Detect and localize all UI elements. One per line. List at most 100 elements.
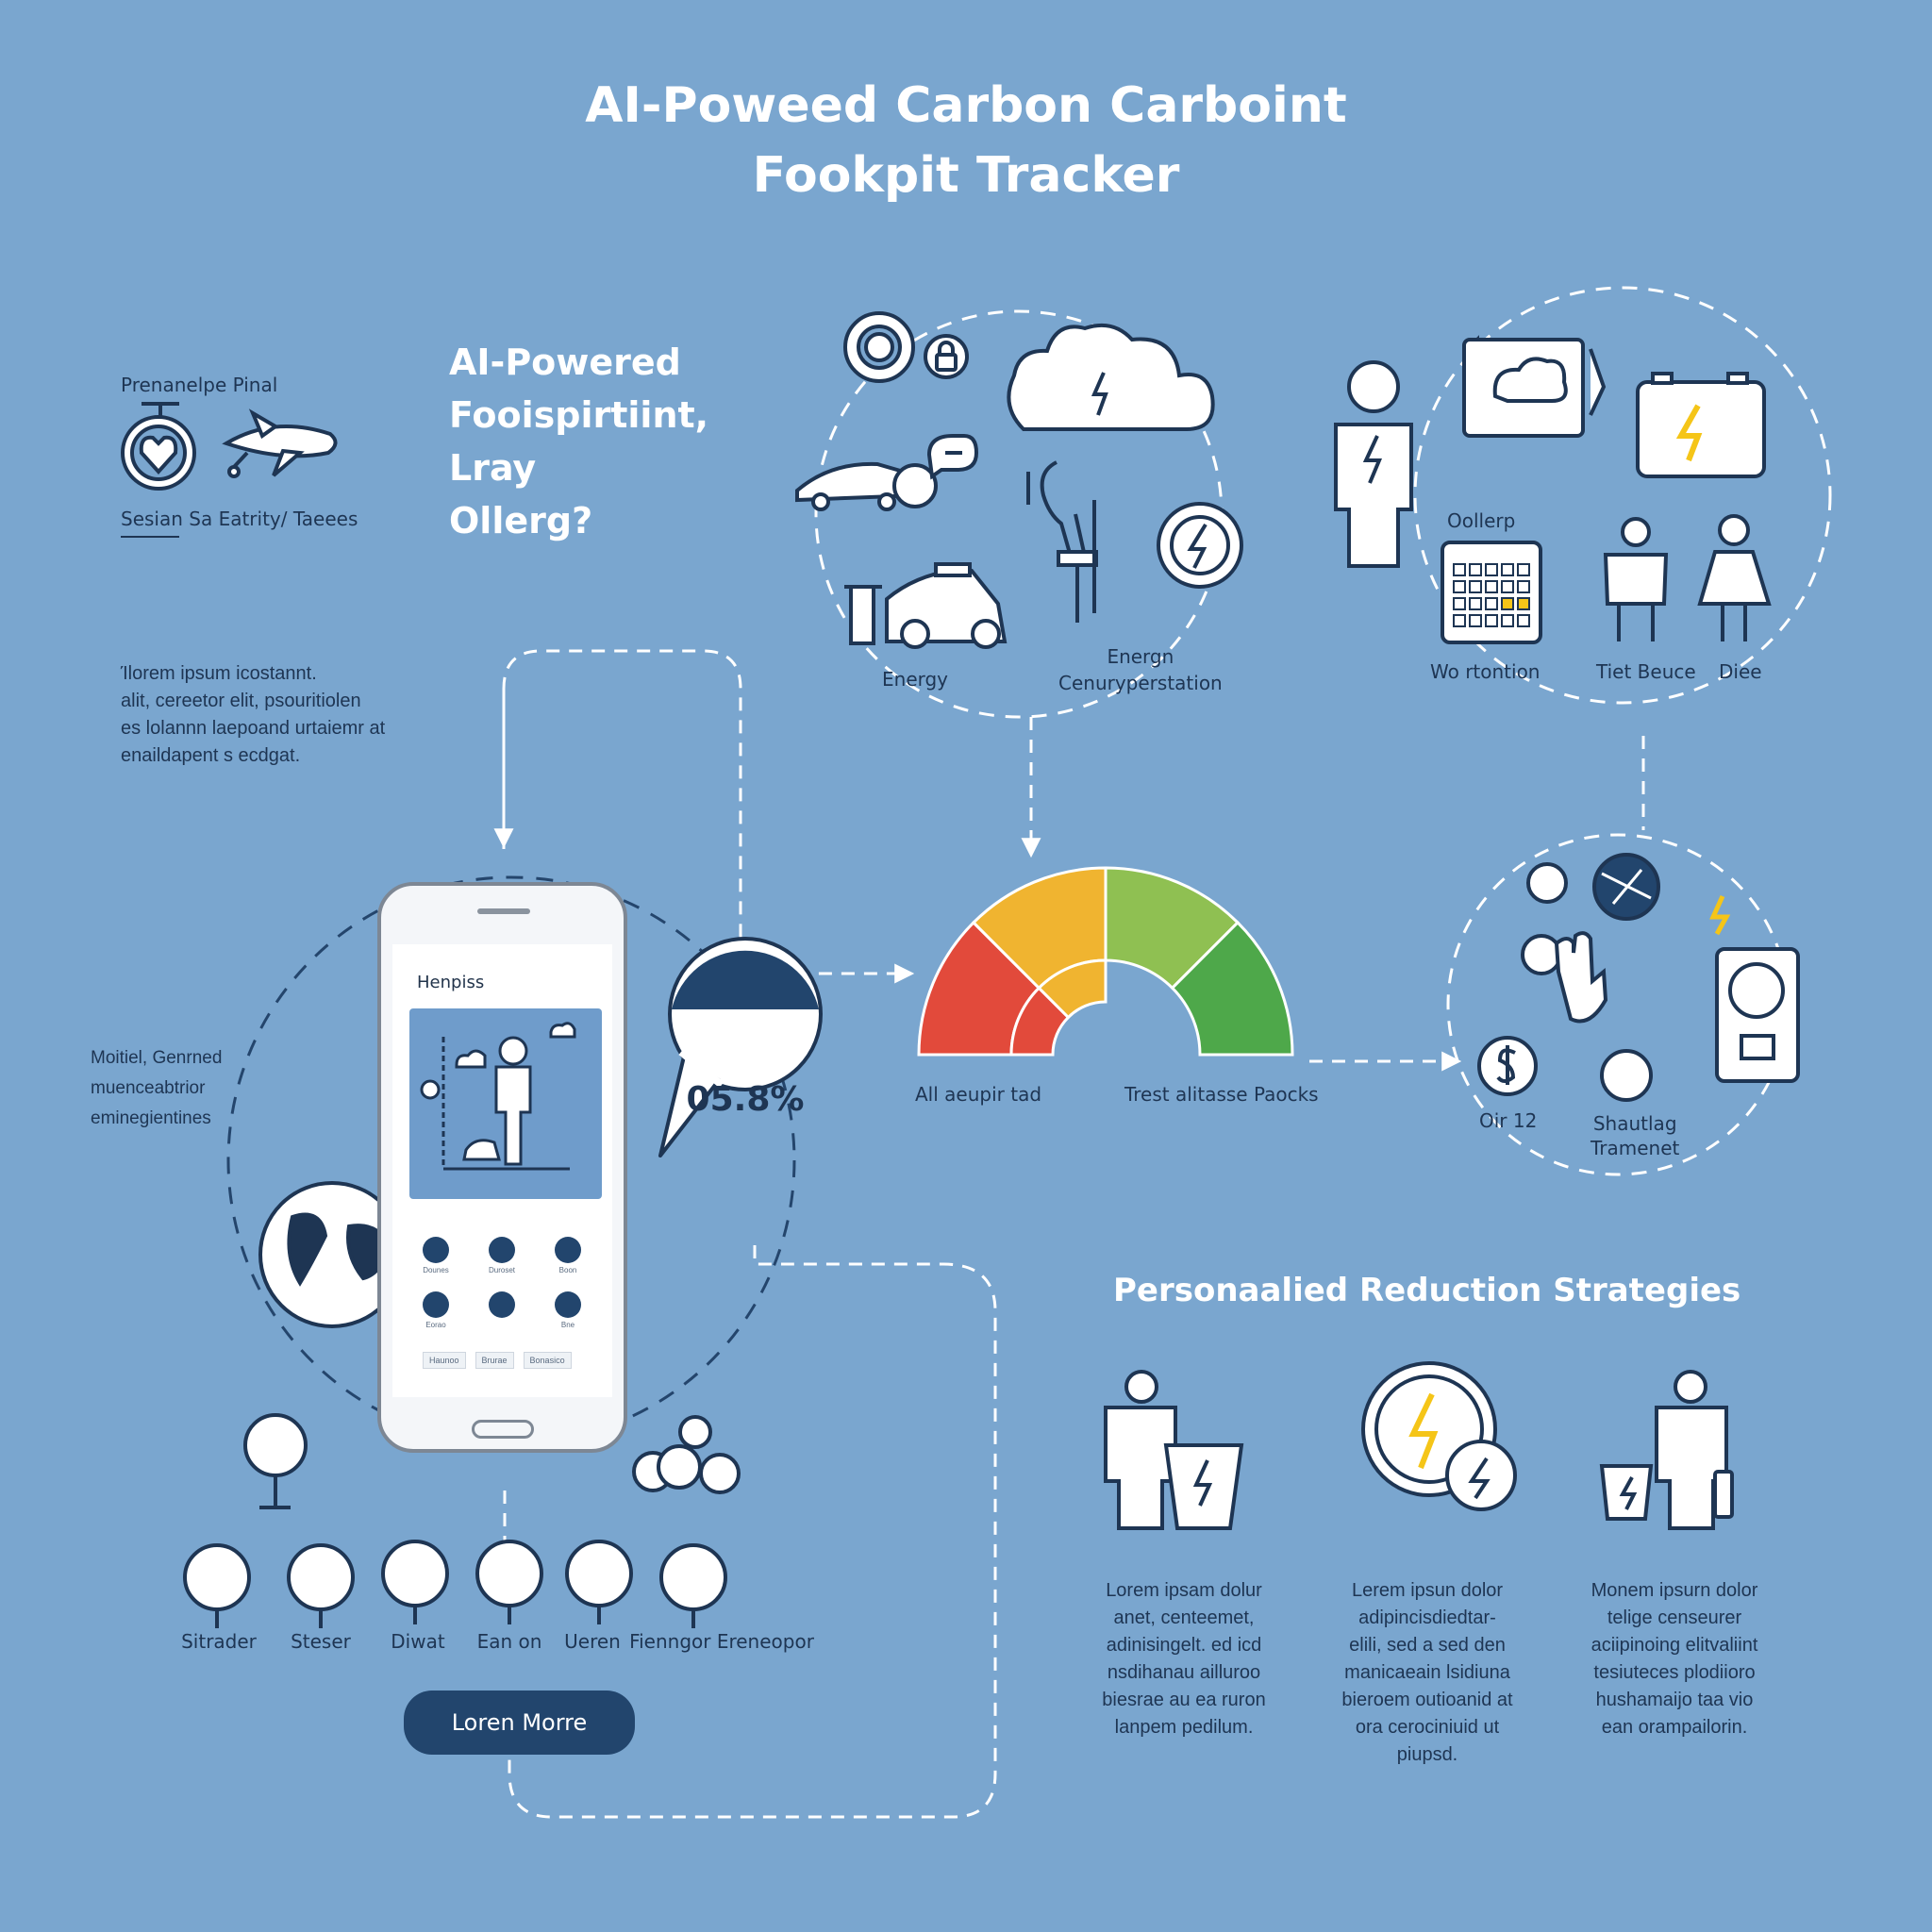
heart-target-icon [121,402,196,491]
gauge-right-label: Trest alitasse Paocks [1124,1083,1319,1106]
flow-connectors [493,649,1645,1819]
bottom-icon-label: Ean on [476,1630,542,1653]
calendar-day-cell [1485,614,1498,627]
calendar-day-cell [1485,580,1498,593]
hand-icon [1554,931,1608,1024]
action-label-dollar: Oir 12 [1479,1109,1538,1132]
calendar-day-cell [1469,614,1482,627]
intro-top-label: Prenanelpe Pinal [121,374,278,396]
screen-app-tile[interactable] [474,1291,530,1321]
dot-icon [1521,934,1562,975]
page-title-line2: Fookpit Tracker [752,147,1180,204]
intro-headline-line: Ollerg? [449,500,593,541]
screen-app-tile[interactable]: Eorao [408,1291,464,1329]
app-icon [489,1237,515,1263]
app-label: Duroset [488,1266,515,1274]
intro-headline-line: AI-Powered [449,341,681,383]
bottom-icon-row [183,1413,727,1628]
calendar-day-cell [1485,597,1498,610]
lifestyle-circle [1413,286,1832,705]
calendar-day-cell [1517,614,1530,627]
person-shirt-icon [1603,517,1669,641]
speech-face-icon [892,434,979,508]
screen-app-tile[interactable]: Dounes [408,1237,464,1274]
bottom-icon [183,1543,251,1611]
strategies-heading: Personaalied Reduction Strategies [1113,1272,1741,1309]
calendar-day-cell [1453,563,1466,576]
bottom-icon-label: Sitrader [181,1630,257,1653]
gauge-inner-segment [1037,958,1108,1020]
screen-chip[interactable]: Haunoo [423,1352,466,1369]
app-icon [489,1291,515,1318]
gear-icon [843,311,915,383]
phone-speaker [477,908,530,914]
cloud-lightning-icon [1007,324,1215,431]
app-icon [555,1291,581,1318]
bottom-icon-label: Ueren [564,1630,621,1653]
learn-more-button[interactable]: Loren Morre [404,1690,635,1755]
bottom-icon-labels: Sitrader Steser Diwat Ean on Ueren Fienngor E… [0,1630,1932,1668]
shield-icon [1600,1049,1653,1102]
screen-chip[interactable]: Bonasico [523,1352,572,1369]
bottom-icon-label: Diwat [391,1630,445,1653]
screen-chip[interactable]: Brurae [475,1352,514,1369]
calendar-day-cell [1469,597,1482,610]
lifestyle-label: Oollerp [1447,509,1516,532]
gauge-pin-icon [243,1413,308,1477]
screen-illustration [409,1008,602,1199]
calendar-day-cell [1501,563,1514,576]
page-title-line1: AI-Poweed Carbon Carboint [585,77,1347,134]
people-group-icon [632,1415,741,1494]
person-recycle-icon [1124,1370,1158,1404]
calendar-day-cell [1517,563,1530,576]
calendar-day-cell [1485,563,1498,576]
bottom-icon [659,1543,727,1611]
app-label: Dounes [423,1266,449,1274]
screen-chip-row: Haunoo Brurae Bonasico [423,1352,572,1369]
screen-title: Henpiss [417,973,485,992]
calendar-day-cell [1501,614,1514,627]
lightning-icon [1709,894,1731,936]
tool-icon [1026,460,1098,623]
lifestyle-label: Diee [1719,660,1762,683]
monitor-cloud-icon [1462,335,1607,438]
cyclist-scene-icon [420,1022,576,1171]
calendar-day-cell [1501,597,1514,610]
actions-icons [1477,853,1800,1102]
callout-bubble [658,937,824,1158]
bottom-icon-label: Fienngor Ereneopor [629,1630,814,1653]
intro-headline-line: Lray [449,447,537,489]
bottom-icon [381,1540,449,1607]
bottom-icon [475,1540,543,1607]
lifestyle-label: Wo rtontion [1430,660,1541,683]
calendar-day-cell [1453,597,1466,610]
footprint-percentage: 05.8% [686,1080,805,1119]
app-icon [423,1237,449,1263]
app-label: Boon [558,1266,577,1274]
person-bin-icon [1674,1370,1707,1404]
bottom-icon-label: Steser [291,1630,351,1653]
lifestyle-label: Tiet Beuce [1596,660,1696,683]
screen-app-tile[interactable]: Duroset [474,1237,530,1274]
truck-icon [844,562,1008,649]
app-label: Eorao [425,1321,446,1329]
strategy-icons [1104,1361,1734,1530]
calendar-day-cell [1469,580,1482,593]
bottom-icon [565,1540,633,1607]
gauge-left-label: All aeupir tad [915,1083,1042,1106]
smartphone: Henpiss Dounes Duroset Boon Eorao Bne Haunoo… [377,882,627,1453]
person-dress-icon [1697,514,1772,641]
calendar-day-cell [1517,580,1530,593]
calendar-icon [1441,541,1542,644]
app-label: Bne [560,1321,575,1329]
screen-app-tile[interactable]: Bne [540,1291,596,1329]
gear-lightning-icon [1157,502,1243,589]
phone-home-button[interactable] [472,1420,534,1439]
screen-app-tile[interactable]: Boon [540,1237,596,1274]
gauge-segment [1170,920,1294,1057]
intro-paragraph: Ίlorem ipsum icostannt. alit, cereetor e… [121,663,386,766]
app-icon [423,1291,449,1318]
intro-headline: AI-Powered Fooispirtiint, Lray Ollerg? [449,336,708,547]
phone-left-caption: Moitiel, Genrned muenceabtrior eminegien… [91,1048,223,1128]
